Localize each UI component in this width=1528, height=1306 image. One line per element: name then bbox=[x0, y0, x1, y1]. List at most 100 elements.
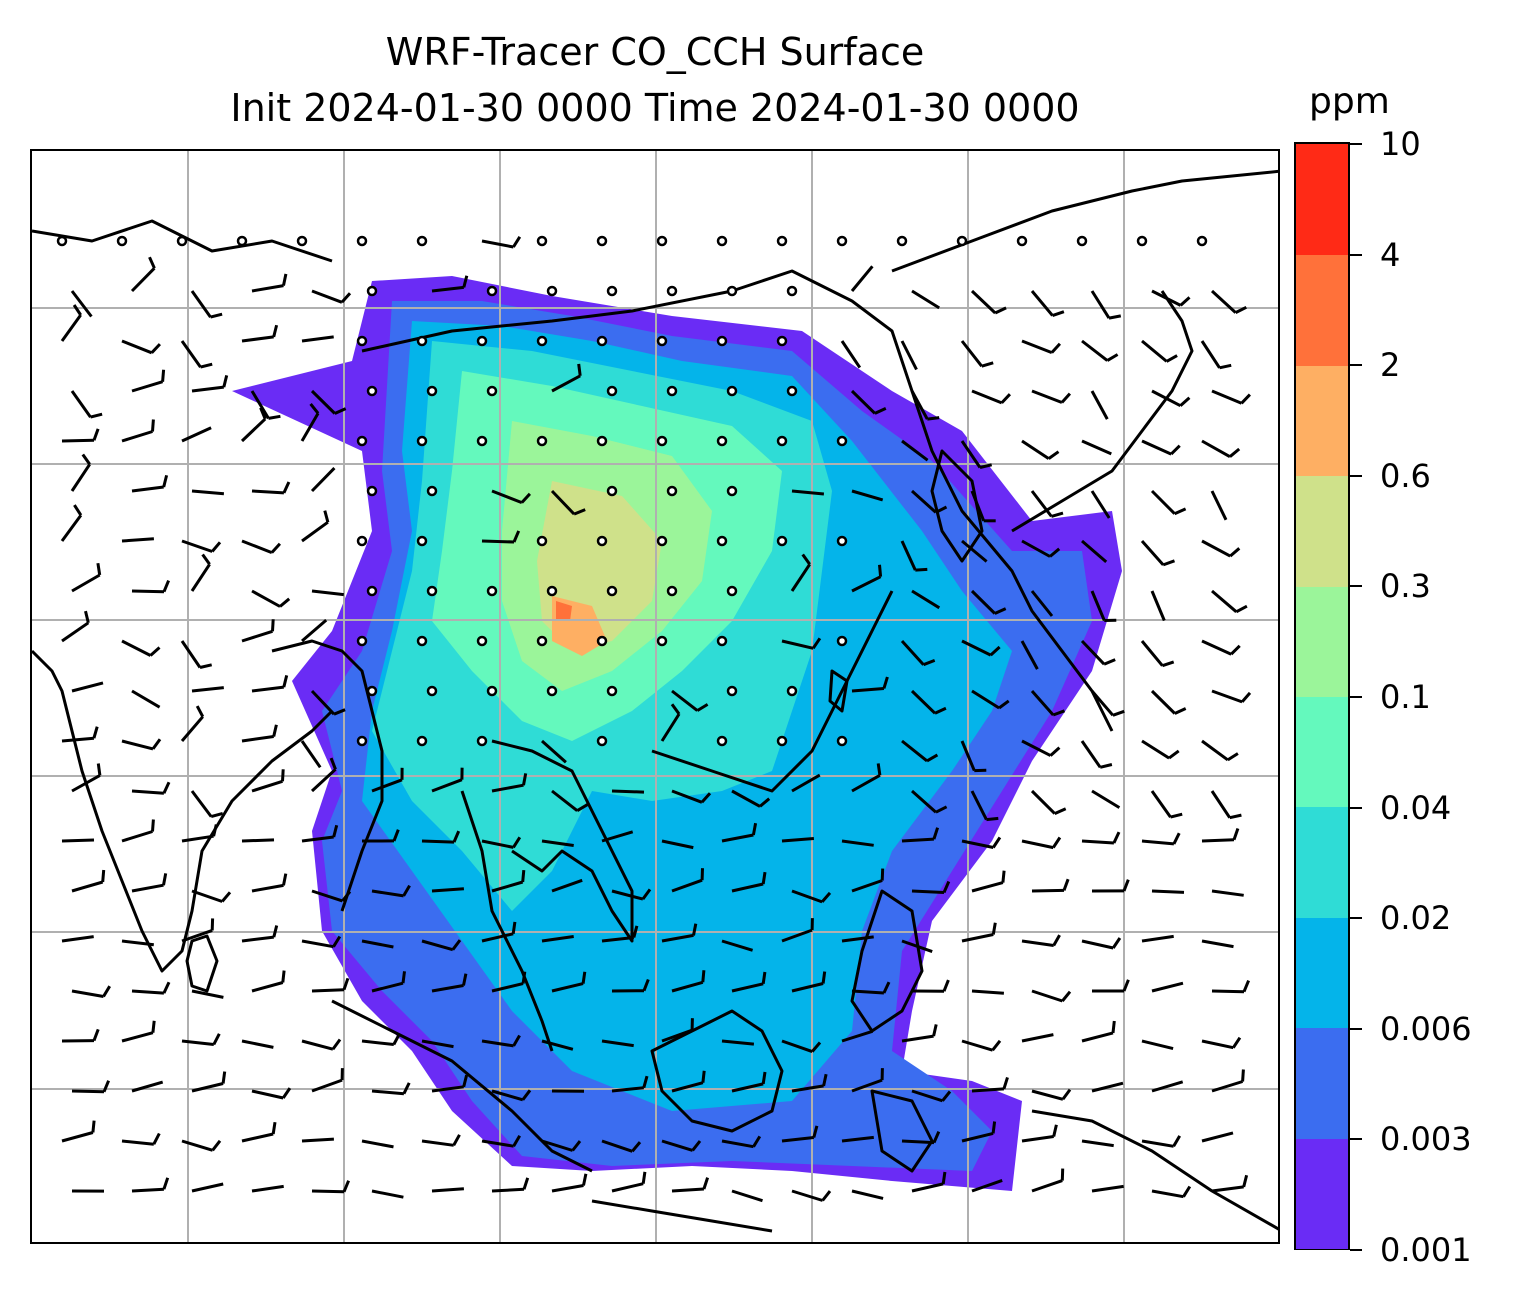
wind-barb-flag bbox=[334, 407, 347, 415]
wind-barb-shaft bbox=[311, 589, 344, 597]
wind-barb-flag bbox=[1061, 990, 1072, 1002]
coastline-korea bbox=[930, 449, 984, 563]
chart-title-line2: Init 2024-01-30 0000 Time 2024-01-30 000… bbox=[230, 86, 1080, 130]
wind-barb-shaft bbox=[491, 982, 524, 993]
wind-barb-shaft bbox=[361, 939, 394, 949]
wind-barb-shaft bbox=[190, 790, 213, 818]
wind-barb-shaft bbox=[551, 982, 584, 993]
wind-barb-shaft bbox=[1141, 439, 1172, 456]
wind-barb-shaft bbox=[121, 739, 154, 751]
wind-barb-flag bbox=[641, 1171, 647, 1184]
colorbar-tick-label: 2 bbox=[1380, 346, 1401, 385]
wind-barb-flag bbox=[932, 1131, 941, 1144]
wind-barb-flag bbox=[212, 824, 218, 837]
wind-barb-shaft bbox=[541, 1039, 574, 1051]
wind-barb-shaft bbox=[191, 889, 223, 903]
colorbar-tick-mark bbox=[1350, 1138, 1362, 1141]
wind-barb-flag bbox=[942, 979, 950, 992]
wind-barb-shaft bbox=[960, 340, 983, 368]
wind-barb-shaft bbox=[1201, 539, 1231, 558]
wind-barb-shaft bbox=[70, 463, 91, 492]
wind-barb-shaft bbox=[71, 880, 104, 893]
wind-barb-shaft bbox=[491, 489, 523, 504]
wind-barb-shaft bbox=[671, 689, 699, 712]
wind-barb-flag bbox=[452, 1134, 461, 1147]
wind-barb-flag bbox=[162, 580, 170, 593]
wind-barb-flag bbox=[162, 474, 169, 488]
wind-barb-shaft bbox=[1090, 390, 1109, 420]
wind-barb-shaft bbox=[481, 539, 515, 544]
wind-barb-flag bbox=[1240, 691, 1252, 703]
wind-barb-shaft bbox=[661, 933, 694, 943]
wind-barb-shaft bbox=[851, 773, 881, 793]
calm-wind-circle bbox=[116, 235, 128, 247]
calm-wind-circle bbox=[546, 585, 558, 597]
wind-barb-shaft bbox=[971, 881, 1004, 893]
calm-wind-circle bbox=[776, 735, 788, 747]
wind-barb-shaft bbox=[791, 773, 821, 793]
calm-wind-circle bbox=[716, 435, 728, 447]
wind-barb-shaft bbox=[300, 740, 322, 769]
wind-barb-shaft bbox=[1201, 939, 1234, 949]
calm-wind-circle bbox=[606, 285, 618, 297]
wind-barb-shaft bbox=[731, 1189, 763, 1203]
coastline-indochina bbox=[491, 739, 634, 943]
wind-barb-flag bbox=[323, 510, 330, 523]
wind-barb-flag bbox=[926, 753, 939, 763]
wind-barb-shaft bbox=[671, 789, 703, 804]
colorbar-step-1 bbox=[1296, 1027, 1348, 1139]
colorbar-tick-label: 0.006 bbox=[1380, 1009, 1472, 1048]
wind-barb-flag bbox=[332, 935, 342, 948]
wind-barb-flag bbox=[1047, 450, 1060, 460]
wind-barb-shaft bbox=[371, 778, 403, 793]
wind-barb-shaft bbox=[601, 1039, 634, 1048]
calm-wind-circle bbox=[656, 635, 668, 647]
wind-barb-flag bbox=[821, 1190, 832, 1202]
wind-barb-shaft bbox=[1031, 989, 1063, 1003]
wind-barb-flag bbox=[1241, 1069, 1245, 1082]
wind-barb-flag bbox=[1001, 870, 1006, 883]
calm-wind-circle bbox=[416, 735, 428, 747]
wind-barb-flag bbox=[1226, 752, 1239, 762]
wind-barb-shaft bbox=[311, 289, 343, 304]
wind-barb-flag bbox=[1112, 831, 1121, 844]
wind-barb-shaft bbox=[911, 789, 937, 814]
wind-barb-shaft bbox=[1151, 1080, 1184, 1093]
wind-barb-flag bbox=[979, 463, 993, 469]
wind-barb-shaft bbox=[180, 640, 202, 669]
wind-barb-shaft bbox=[1091, 1081, 1124, 1093]
wind-barb-shaft bbox=[1081, 1139, 1114, 1148]
calm-wind-circle bbox=[606, 385, 618, 397]
wind-barb-shaft bbox=[900, 639, 925, 666]
wind-barb-shaft bbox=[181, 928, 213, 943]
wind-barb-shaft bbox=[181, 1039, 214, 1046]
wind-barb-shaft bbox=[1211, 1185, 1244, 1193]
coastline-south-china bbox=[651, 590, 894, 793]
wind-barb-flag bbox=[1111, 1020, 1116, 1034]
wind-barb-shaft bbox=[1020, 640, 1039, 670]
calm-wind-circle bbox=[596, 435, 608, 447]
wind-barb-shaft bbox=[611, 1182, 644, 1193]
calm-wind-circle bbox=[536, 635, 548, 647]
wind-barb-flag bbox=[151, 819, 155, 832]
wind-barb-shaft bbox=[311, 889, 343, 903]
calm-wind-circle bbox=[666, 285, 678, 297]
wind-barb-flag bbox=[934, 706, 947, 715]
wind-barb-shaft bbox=[1141, 1039, 1174, 1051]
calm-wind-circle bbox=[656, 435, 668, 447]
wind-barb-shaft bbox=[61, 838, 95, 843]
colorbar-tick-label: 4 bbox=[1380, 235, 1401, 274]
wind-barb-flag bbox=[282, 675, 289, 688]
map-panel bbox=[30, 149, 1280, 1244]
wind-barb-shaft bbox=[1210, 289, 1237, 314]
wind-barb-shaft bbox=[551, 374, 581, 393]
wind-barb-flag bbox=[642, 1075, 649, 1089]
map-canvas bbox=[32, 151, 1278, 1242]
wind-barb-flag bbox=[268, 414, 281, 420]
wind-barb-flag bbox=[512, 530, 521, 543]
wind-barb-shaft bbox=[721, 833, 754, 843]
coastline-java bbox=[591, 1199, 773, 1233]
wind-barb-flag bbox=[1162, 559, 1176, 567]
calm-wind-circle bbox=[426, 685, 438, 697]
wind-barb-shaft bbox=[61, 1131, 94, 1143]
